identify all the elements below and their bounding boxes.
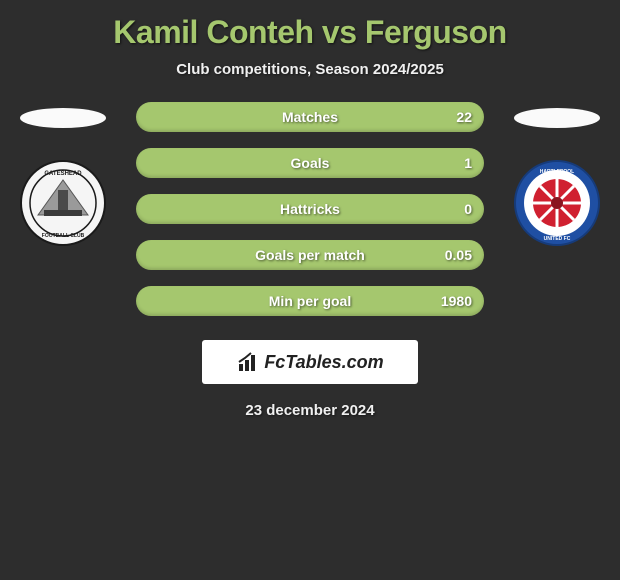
stat-value-right: 1980 — [441, 293, 472, 309]
right-club-badge: HARTLEPOOL UNITED FC — [514, 160, 600, 246]
stats-column: Matches 22 Goals 1 Hattricks 0 Goals per match… — [118, 102, 502, 316]
stat-bar: Min per goal 1980 — [136, 286, 484, 316]
stat-label: Matches — [282, 109, 338, 125]
stat-value-right: 0.05 — [445, 247, 472, 263]
stat-label: Goals — [291, 155, 330, 171]
date-label: 23 december 2024 — [0, 402, 620, 419]
brand-box: FcTables.com — [202, 340, 418, 384]
stat-label: Min per goal — [269, 293, 351, 309]
stat-value-right: 1 — [464, 155, 472, 171]
stat-label: Goals per match — [255, 247, 365, 263]
stat-bar: Goals 1 — [136, 148, 484, 178]
subtitle: Club competitions, Season 2024/2025 — [0, 61, 620, 78]
right-player-col: HARTLEPOOL UNITED FC — [502, 108, 612, 246]
chart-icon — [236, 350, 260, 374]
svg-text:FOOTBALL CLUB: FOOTBALL CLUB — [42, 233, 85, 239]
stat-bar: Matches 22 — [136, 102, 484, 132]
svg-text:UNITED FC: UNITED FC — [544, 236, 571, 242]
stat-value-right: 0 — [464, 201, 472, 217]
right-player-pill — [514, 108, 600, 128]
stat-bar: Hattricks 0 — [136, 194, 484, 224]
left-club-badge: GATESHEAD FOOTBALL CLUB — [20, 160, 106, 246]
comparison-row: GATESHEAD FOOTBALL CLUB Matches 22 Goals 1 H… — [0, 108, 620, 316]
brand-text: FcTables.com — [264, 352, 383, 373]
left-player-pill — [20, 108, 106, 128]
stat-label: Hattricks — [280, 201, 340, 217]
svg-text:GATESHEAD: GATESHEAD — [44, 171, 82, 177]
gateshead-badge-icon: GATESHEAD FOOTBALL CLUB — [20, 160, 106, 246]
stat-value-right: 22 — [456, 109, 472, 125]
svg-text:HARTLEPOOL: HARTLEPOOL — [540, 169, 574, 175]
left-player-col: GATESHEAD FOOTBALL CLUB — [8, 108, 118, 246]
page-title: Kamil Conteh vs Ferguson — [0, 0, 620, 51]
hartlepool-badge-icon: HARTLEPOOL UNITED FC — [514, 160, 600, 246]
stat-bar: Goals per match 0.05 — [136, 240, 484, 270]
